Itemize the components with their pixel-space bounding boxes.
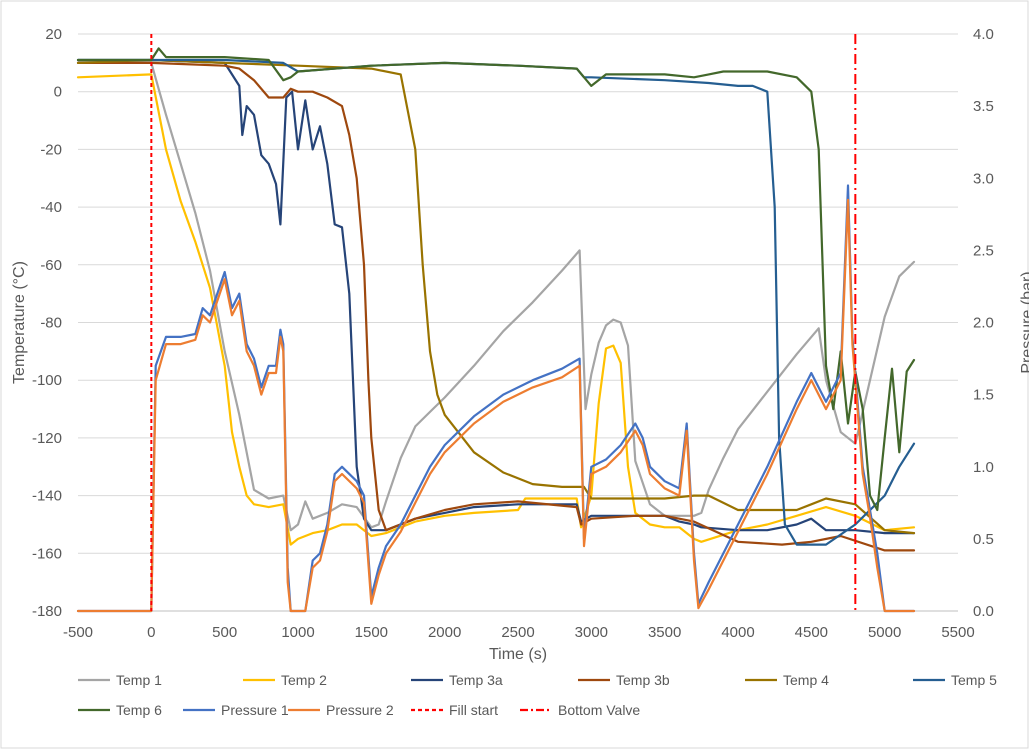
y-right-tick-label: 1.5 [973,387,994,404]
y-axis-right-label: Pressure (bar) [1019,271,1029,373]
legend-label-fill-start: Fill start [449,702,498,718]
series-line-temp-4 [76,58,916,535]
legend-label-pressure-1: Pressure 1 [221,702,289,718]
x-tick-label: 3000 [575,624,608,641]
x-tick-label: -500 [63,624,93,641]
legend-label-temp-1: Temp 1 [116,672,162,688]
y-right-tick-label: 3.5 [973,98,994,115]
legend-label-temp-5: Temp 5 [951,672,997,688]
x-tick-label: 3500 [648,624,681,641]
legend-label-temp-2: Temp 2 [281,672,327,688]
y-right-tick-label: 1.0 [973,459,994,476]
legend-label-pressure-2: Pressure 2 [326,702,394,718]
series-line-pressure-2 [76,198,916,613]
y-right-tick-label: 2.0 [973,315,994,332]
series-line-temp-3a [76,58,916,535]
x-tick-label: 1500 [355,624,388,641]
legend-label-temp-3a: Temp 3a [449,672,503,688]
series-line-pressure-1 [76,184,916,613]
y-right-tick-label: 0.5 [973,531,994,548]
y-tick-label: -100 [32,372,62,389]
y-tick-label: -60 [40,257,62,274]
x-tick-label: 5500 [941,624,974,641]
y-tick-label: 20 [45,26,62,43]
legend-label-bottom-valve: Bottom Valve [558,702,640,718]
x-tick-label: 4500 [795,624,828,641]
legend-label-temp-6: Temp 6 [116,702,162,718]
marker-layer [150,34,857,611]
y-tick-label: -40 [40,199,62,216]
x-tick-label: 0 [147,624,155,641]
y-tick-label: -140 [32,488,62,505]
y-tick-label: -180 [32,603,62,620]
y-axis-label: Temperature (°C) [11,261,28,384]
x-tick-label: 5000 [868,624,901,641]
series-line-temp-6 [76,47,916,512]
series-line-temp-3b [76,61,916,552]
series-line-temp-2 [76,73,916,546]
x-tick-label: 500 [212,624,237,641]
legend-label-temp-3b: Temp 3b [616,672,670,688]
tick-labels: 20 0 -20 -40 -60 -80 -100 -120 -140 -160 -180 4.0 3.… [32,26,994,641]
y-tick-label: -80 [40,315,62,332]
y-tick-label: 0 [54,84,62,101]
y-tick-label: -20 [40,141,62,158]
y-tick-label: -120 [32,430,62,447]
x-tick-label: 1000 [281,624,314,641]
y-right-tick-label: 4.0 [973,26,994,43]
y-right-tick-label: 0.0 [973,603,994,620]
y-right-tick-label: 2.5 [973,242,994,259]
series-layer [76,47,916,613]
x-tick-label: 2500 [501,624,534,641]
x-tick-label: 2000 [428,624,461,641]
legend-label-temp-4: Temp 4 [783,672,829,688]
x-axis-label: Time (s) [489,646,547,663]
series-line-temp-1 [76,61,916,532]
x-tick-label: 4000 [721,624,754,641]
y-right-tick-label: 3.0 [973,170,994,187]
legend: Temp 1 Temp 2 Temp 3a Temp 3b Temp 4 Temp 5 Te… [78,672,997,718]
y-tick-label: -160 [32,545,62,562]
